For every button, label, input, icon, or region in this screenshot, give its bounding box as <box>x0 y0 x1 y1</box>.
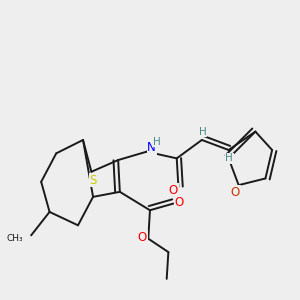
Text: O: O <box>175 196 184 209</box>
Text: N: N <box>147 141 156 154</box>
Text: O: O <box>169 184 178 197</box>
Text: S: S <box>89 174 97 187</box>
Text: H: H <box>153 136 161 147</box>
Text: CH₃: CH₃ <box>6 234 23 243</box>
Text: O: O <box>138 230 147 244</box>
Text: H: H <box>199 127 206 136</box>
Text: H: H <box>225 153 233 164</box>
Text: O: O <box>231 186 240 199</box>
